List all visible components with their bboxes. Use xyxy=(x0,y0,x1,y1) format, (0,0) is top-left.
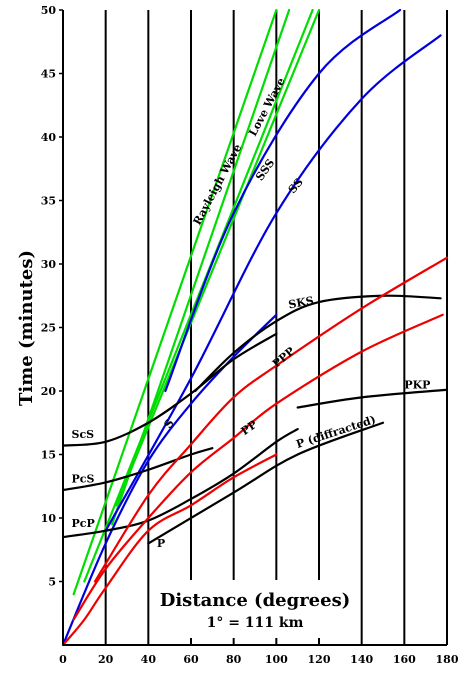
x-tick-label-40: 40 xyxy=(141,653,157,666)
x-tick-label-80: 80 xyxy=(226,653,242,666)
series-label-p: P xyxy=(157,537,165,550)
series-label-pcp: PcP xyxy=(72,517,95,530)
series-label-scs: ScS xyxy=(72,428,95,441)
series-label-love-wave: Love Wave xyxy=(246,76,288,139)
series-line-branch-2 xyxy=(110,8,291,526)
y-tick-label-15: 15 xyxy=(41,449,56,462)
unit-conversion-note: 1° = 111 km xyxy=(207,615,304,631)
x-tick-label-60: 60 xyxy=(183,653,199,666)
y-tick-label-50: 50 xyxy=(41,4,57,17)
y-tick-label-10: 10 xyxy=(41,512,57,525)
series-line-ss xyxy=(104,34,442,532)
x-tick-label-100: 100 xyxy=(265,653,288,666)
y-tick-label-25: 25 xyxy=(41,322,56,335)
x-tick-label-180: 180 xyxy=(436,653,459,666)
x-tick-label-20: 20 xyxy=(98,653,114,666)
series-label-pkp: PKP xyxy=(404,378,430,391)
y-tick-label-5: 5 xyxy=(48,576,56,589)
y-axis-title: Time (minutes) xyxy=(16,250,37,406)
y-tick-label-40: 40 xyxy=(41,131,57,144)
series-line-ppp xyxy=(93,256,449,583)
y-tick-label-30: 30 xyxy=(41,258,57,271)
series-line-sss xyxy=(164,8,402,393)
series-line-p xyxy=(61,453,278,647)
series-label-pcs: PcS xyxy=(72,472,95,485)
series-line-s xyxy=(61,313,278,647)
series-line-p-diffracted xyxy=(147,421,385,545)
series-line-love-wave xyxy=(83,8,314,583)
y-tick-label-35: 35 xyxy=(41,195,56,208)
x-tick-label-0: 0 xyxy=(59,653,67,666)
series-line-pcs xyxy=(61,447,214,492)
xlabel-background xyxy=(150,580,360,638)
series-line-pcp xyxy=(61,428,299,539)
series-line-scs xyxy=(61,332,278,447)
series-layer xyxy=(61,8,449,647)
series-line-branch-3 xyxy=(115,8,321,507)
y-tick-label-20: 20 xyxy=(41,385,57,398)
series-line-rayleigh-wave xyxy=(72,8,278,596)
series-line-sks xyxy=(194,294,442,393)
x-tick-label-160: 160 xyxy=(393,653,416,666)
y-tick-label-45: 45 xyxy=(41,68,56,81)
series-label-pp: PP xyxy=(239,418,260,438)
series-label-sks: SKS xyxy=(287,294,314,311)
series-label-p-diffracted: P (diffracted) xyxy=(295,413,378,451)
x-tick-label-140: 140 xyxy=(350,653,373,666)
tick-layer: 0 20 40 60 80 100 120 140 160 180 5 10 15 20 25 30 35 40 4… xyxy=(41,4,459,666)
series-line-pkp xyxy=(296,388,449,409)
x-tick-label-120: 120 xyxy=(308,653,331,666)
x-axis-title: Distance (degrees) xyxy=(160,590,351,611)
series-label-ppp: PPP xyxy=(270,345,297,371)
series-line-pp xyxy=(72,313,444,621)
